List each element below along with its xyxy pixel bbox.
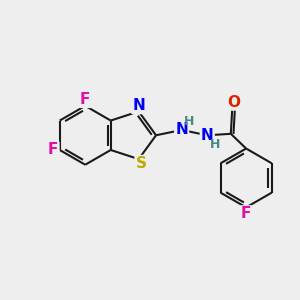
Text: N: N [175,122,188,137]
Text: F: F [241,206,251,221]
Text: H: H [184,115,194,128]
Text: N: N [201,128,214,143]
Text: F: F [48,142,58,158]
Text: F: F [80,92,90,107]
Text: O: O [227,94,240,110]
Text: H: H [209,138,220,151]
Text: N: N [132,98,145,113]
Text: S: S [136,156,147,171]
